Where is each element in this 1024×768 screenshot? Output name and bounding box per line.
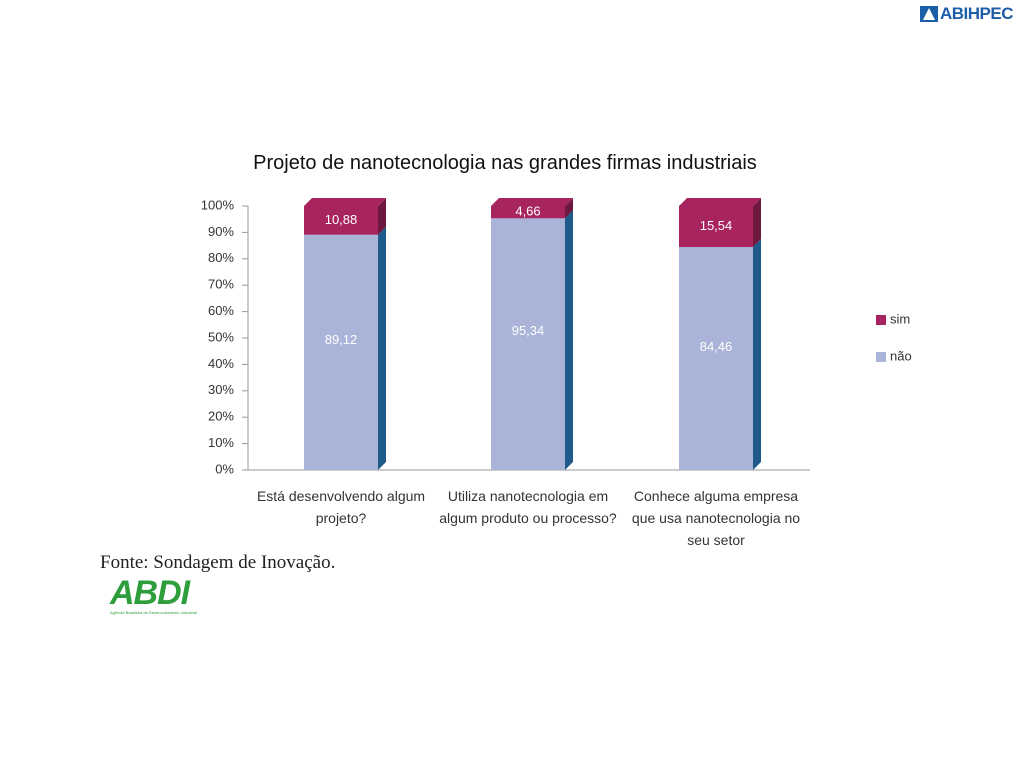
y-tick-label: 60% xyxy=(208,303,234,318)
bar-segment xyxy=(679,247,753,470)
bar-side xyxy=(565,210,573,470)
data-label: 15,54 xyxy=(700,218,733,233)
x-tick-label: Está desenvolvendo algum projeto? xyxy=(256,488,426,526)
y-tick-label: 70% xyxy=(208,277,234,292)
y-tick-label: 50% xyxy=(208,329,234,344)
chart-title: Projeto de nanotecnologia nas grandes fi… xyxy=(253,152,757,174)
bar-top xyxy=(304,198,386,206)
x-tick-label: Conhece alguma empresa que usa nanotecno… xyxy=(631,488,801,548)
y-tick-label: 30% xyxy=(208,382,234,397)
y-tick-label: 90% xyxy=(208,224,234,239)
legend-label: sim xyxy=(890,311,910,326)
bar-segment xyxy=(491,206,565,219)
abdi-logo: ABDI xyxy=(110,574,190,612)
data-label: 4,66 xyxy=(515,204,540,219)
data-label: 84,46 xyxy=(700,339,733,354)
legend-swatch xyxy=(876,352,886,362)
logo-text: ABIHPEC xyxy=(940,4,1014,23)
bar-side xyxy=(378,198,386,235)
y-tick-label: 40% xyxy=(208,356,234,371)
bar-top xyxy=(679,198,761,206)
y-tick-label: 20% xyxy=(208,409,234,424)
legend-swatch xyxy=(876,315,886,325)
y-tick-label: 10% xyxy=(208,435,234,450)
y-tick-label: 80% xyxy=(208,250,234,265)
bar-side xyxy=(378,226,386,470)
legend-label: não xyxy=(890,348,912,363)
bar-side xyxy=(753,239,761,470)
data-label: 95,34 xyxy=(512,323,545,338)
data-label: 89,12 xyxy=(325,332,358,347)
y-tick-label: 0% xyxy=(215,461,234,476)
bar-segment xyxy=(491,218,565,470)
data-label: 10,88 xyxy=(325,212,358,227)
bar-side xyxy=(753,198,761,248)
bar-segment xyxy=(304,234,378,470)
logo-icon xyxy=(920,6,938,22)
bar-segment xyxy=(304,206,378,235)
bar-top xyxy=(491,198,573,206)
bar-segment xyxy=(679,206,753,248)
y-tick-label: 100% xyxy=(201,197,235,212)
abihpec-logo: ABIHPEC xyxy=(920,4,1014,24)
bar-side xyxy=(565,198,573,219)
x-tick-label: Utiliza nanotecnologia em algum produto … xyxy=(439,488,617,526)
source: Fonte: Sondagem de Inovação. xyxy=(100,552,336,573)
abdi-caption: Agência Brasileira de Desenvolvimento In… xyxy=(110,610,197,615)
